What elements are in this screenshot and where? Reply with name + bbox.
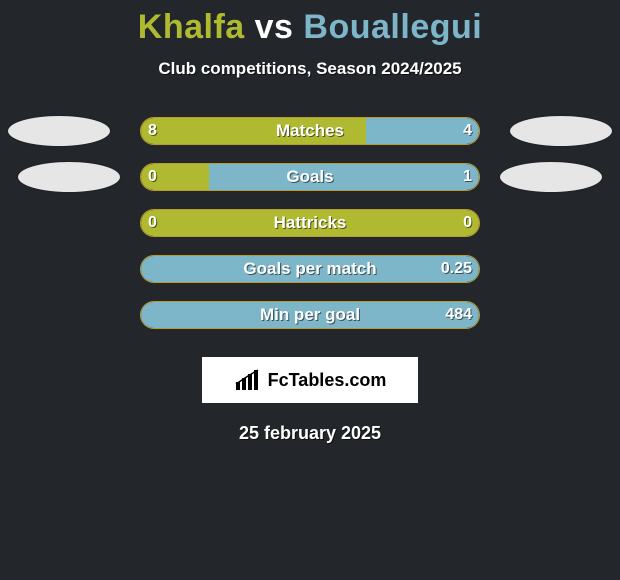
subtitle: Club competitions, Season 2024/2025 bbox=[0, 59, 620, 79]
bars-chart-icon bbox=[234, 368, 264, 392]
metric-label: Goals bbox=[140, 163, 480, 191]
vs-separator: vs bbox=[255, 8, 294, 46]
date-label: 25 february 2025 bbox=[0, 423, 620, 444]
player2-name: Bouallegui bbox=[303, 8, 482, 46]
player1-name: Khalfa bbox=[138, 8, 245, 46]
left-ellipse bbox=[8, 116, 110, 146]
metric-label: Hattricks bbox=[140, 209, 480, 237]
stat-row: 484Min per goal bbox=[0, 301, 620, 347]
right-ellipse bbox=[500, 162, 602, 192]
comparison-card: Khalfa vs Bouallegui Club competitions, … bbox=[0, 0, 620, 444]
metric-label: Min per goal bbox=[140, 301, 480, 329]
page-title: Khalfa vs Bouallegui bbox=[0, 8, 620, 47]
left-ellipse bbox=[18, 162, 120, 192]
metric-label: Matches bbox=[140, 117, 480, 145]
metric-label: Goals per match bbox=[140, 255, 480, 283]
watermark-text: FcTables.com bbox=[268, 370, 387, 391]
stat-row: 0.25Goals per match bbox=[0, 255, 620, 301]
watermark: FcTables.com bbox=[202, 357, 418, 403]
stat-row: 00Hattricks bbox=[0, 209, 620, 255]
right-ellipse bbox=[510, 116, 612, 146]
stat-row: 01Goals bbox=[0, 163, 620, 209]
stats-list: 84Matches01Goals00Hattricks0.25Goals per… bbox=[0, 117, 620, 347]
stat-row: 84Matches bbox=[0, 117, 620, 163]
